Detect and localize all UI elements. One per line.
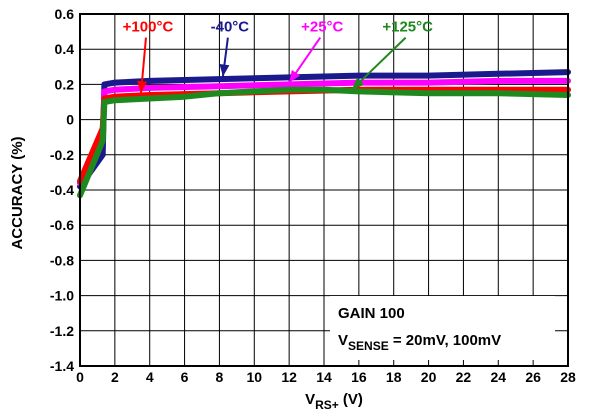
x-axis-title-sub: RS+	[315, 398, 339, 412]
series-label: +25°C	[301, 19, 343, 36]
annotation-vsense-main: V	[338, 332, 348, 349]
x-tick-label: 20	[421, 369, 437, 385]
x-axis-title-unit: (V)	[339, 391, 363, 408]
x-tick-label: 6	[181, 369, 189, 385]
x-tick-label: 18	[386, 369, 402, 385]
y-tick-label: 0	[66, 112, 74, 128]
x-tick-label: 2	[111, 369, 119, 385]
x-tick-label: 12	[281, 369, 297, 385]
x-tick-label: 24	[490, 369, 506, 385]
y-tick-label: -0.4	[50, 182, 74, 198]
x-tick-label: 26	[525, 369, 541, 385]
x-tick-label: 10	[246, 369, 262, 385]
x-axis-title-main: V	[305, 391, 315, 408]
label-arrow-head	[137, 80, 148, 94]
x-tick-labels: 0 2 4 6 8 10 12 14 16 18 20 22 24 26 28	[76, 369, 576, 385]
annotation-vsense-sub: SENSE	[348, 339, 389, 353]
annotation-box	[330, 296, 555, 360]
x-tick-label: 4	[146, 369, 154, 385]
x-tick-label: 22	[456, 369, 472, 385]
x-axis-title: VRS+ (V)	[305, 391, 363, 412]
y-tick-label: -1.0	[50, 288, 74, 304]
annotation-vsense-rest: = 20mV, 100mV	[389, 332, 501, 349]
y-axis-title: ACCURACY (%)	[9, 136, 26, 249]
annotation-gain: GAIN 100	[338, 305, 405, 322]
x-tick-label: 14	[316, 369, 332, 385]
x-tick-label: 28	[560, 369, 576, 385]
y-tick-label: -1.4	[50, 358, 74, 374]
label-arrow-head	[289, 69, 301, 83]
series-line	[77, 86, 571, 199]
y-tick-label: -0.2	[50, 147, 74, 163]
y-tick-label: 0.2	[55, 76, 75, 92]
x-tick-label: 8	[216, 369, 224, 385]
x-tick-label: 0	[76, 369, 84, 385]
annotation-vsense: VSENSE = 20mV, 100mV	[338, 332, 501, 353]
label-arrow-head	[219, 63, 230, 77]
plot-frame	[79, 13, 569, 367]
y-tick-label: 0.4	[55, 41, 75, 57]
series-label: +125°C	[382, 19, 433, 36]
series-lines	[77, 69, 571, 199]
series-labels: +100°C -40°C +25°C +125°C	[123, 19, 433, 94]
series-label: -40°C	[211, 19, 250, 36]
y-tick-labels: 0.6 0.4 0.2 0 -0.2 -0.4 -0.6 -0.8 -1.0 -1.2 -1.4	[50, 6, 74, 374]
y-tick-label: -0.8	[50, 252, 74, 268]
y-tick-label: -1.2	[50, 323, 74, 339]
label-arrow-line	[351, 36, 407, 91]
y-tick-label: -0.6	[50, 217, 74, 233]
label-arrow-head	[351, 77, 364, 90]
x-tick-label: 16	[351, 369, 367, 385]
y-tick-label: 0.6	[55, 6, 75, 22]
series-label: +100°C	[123, 19, 174, 36]
